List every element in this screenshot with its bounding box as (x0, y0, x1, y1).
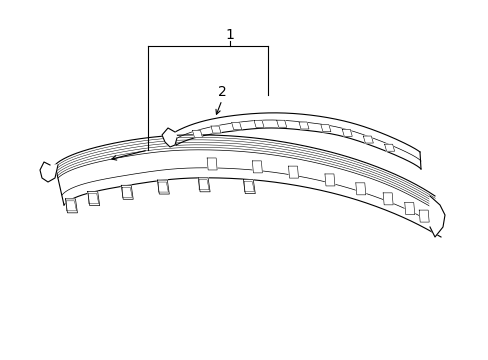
Polygon shape (231, 123, 241, 130)
Polygon shape (363, 136, 372, 143)
Polygon shape (192, 131, 202, 138)
Polygon shape (55, 135, 436, 210)
Polygon shape (62, 168, 440, 237)
Polygon shape (198, 178, 210, 192)
Polygon shape (325, 174, 334, 186)
Polygon shape (355, 183, 365, 195)
Polygon shape (384, 144, 394, 151)
Polygon shape (243, 180, 255, 194)
Polygon shape (276, 120, 286, 127)
Polygon shape (87, 192, 100, 206)
Text: 1: 1 (225, 28, 234, 42)
Polygon shape (175, 113, 420, 161)
Polygon shape (298, 122, 308, 129)
Polygon shape (157, 180, 169, 194)
Polygon shape (254, 120, 264, 127)
Polygon shape (65, 199, 77, 213)
Polygon shape (342, 129, 351, 136)
Polygon shape (252, 161, 262, 173)
Polygon shape (210, 126, 221, 133)
Polygon shape (58, 150, 439, 227)
Polygon shape (176, 120, 420, 169)
Polygon shape (383, 193, 392, 205)
Polygon shape (320, 125, 330, 132)
Polygon shape (162, 128, 177, 147)
Polygon shape (40, 162, 58, 182)
Text: 2: 2 (217, 85, 226, 99)
Polygon shape (288, 166, 298, 178)
Polygon shape (429, 196, 444, 237)
Polygon shape (207, 158, 217, 170)
Polygon shape (404, 203, 414, 215)
Polygon shape (121, 185, 133, 199)
Polygon shape (418, 210, 428, 222)
